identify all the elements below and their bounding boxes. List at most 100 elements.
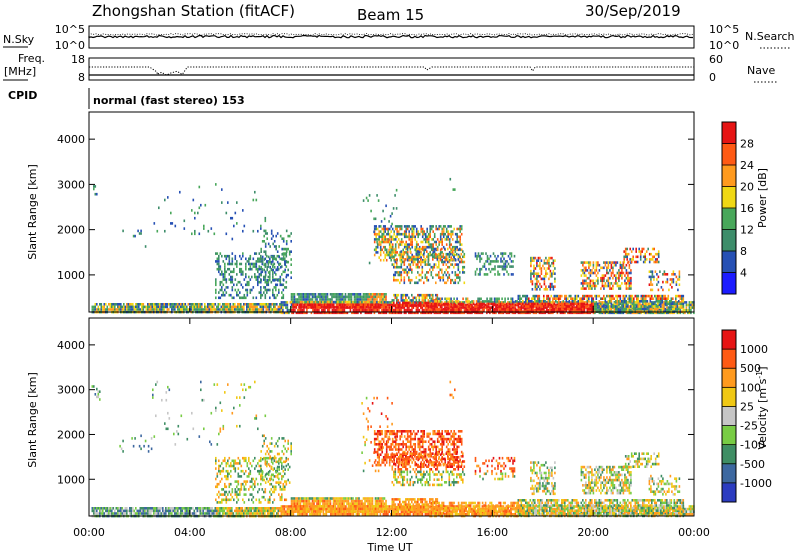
range-gate-cell bbox=[439, 268, 442, 272]
range-gate-cell bbox=[297, 311, 299, 315]
range-gate-cell bbox=[607, 279, 610, 283]
range-gate-cell bbox=[603, 307, 605, 311]
range-gate-cell bbox=[355, 311, 358, 315]
range-gate-cell bbox=[412, 258, 415, 261]
range-gate-cell bbox=[150, 305, 152, 309]
range-gate-cell bbox=[102, 507, 104, 510]
range-gate-cell bbox=[627, 297, 629, 300]
range-gate-cell bbox=[477, 306, 479, 309]
range-gate-cell bbox=[231, 262, 234, 266]
range-gate-cell bbox=[547, 300, 550, 303]
range-gate-cell bbox=[538, 303, 541, 307]
range-gate-cell bbox=[604, 308, 607, 312]
range-gate-cell bbox=[345, 303, 347, 307]
range-gate-cell bbox=[285, 273, 288, 277]
range-gate-cell bbox=[423, 260, 425, 264]
range-gate-cell bbox=[290, 250, 292, 253]
range-gate-cell bbox=[616, 284, 619, 288]
range-gate-cell bbox=[682, 302, 685, 306]
range-gate-cell bbox=[266, 266, 268, 269]
range-gate-cell bbox=[430, 253, 433, 257]
range-gate-cell bbox=[294, 308, 296, 312]
range-gate-cell bbox=[579, 297, 581, 300]
range-gate-cell bbox=[396, 227, 398, 231]
range-gate-cell bbox=[681, 297, 683, 300]
range-gate-cell bbox=[641, 247, 643, 251]
range-gate-cell bbox=[319, 298, 321, 301]
range-gate-cell bbox=[400, 306, 403, 309]
range-gate-cell bbox=[447, 271, 449, 274]
range-gate-cell bbox=[450, 300, 452, 303]
nsky-label: N.Sky bbox=[3, 33, 35, 46]
range-gate-cell bbox=[229, 305, 232, 309]
range-gate-cell bbox=[352, 293, 354, 296]
range-gate-cell bbox=[362, 298, 365, 301]
range-gate-cell bbox=[540, 272, 543, 275]
range-gate-cell bbox=[497, 270, 499, 274]
range-gate-cell bbox=[385, 238, 388, 241]
range-gate-cell bbox=[160, 507, 163, 510]
range-gate-cell bbox=[225, 305, 227, 309]
range-gate-cell bbox=[537, 256, 540, 260]
range-gate-cell bbox=[504, 265, 507, 268]
range-gate-cell bbox=[245, 288, 247, 292]
range-gate-cell bbox=[415, 240, 418, 244]
range-gate-cell bbox=[374, 217, 377, 221]
range-gate-cell bbox=[234, 278, 237, 281]
range-gate-cell bbox=[642, 247, 645, 251]
range-gate-cell bbox=[94, 308, 97, 311]
range-gate-cell bbox=[430, 248, 433, 252]
range-gate-cell bbox=[177, 512, 179, 515]
range-gate-cell bbox=[275, 258, 277, 261]
range-gate-cell bbox=[651, 297, 653, 300]
range-gate-cell bbox=[248, 283, 250, 287]
range-gate-cell bbox=[667, 297, 670, 300]
range-gate-cell bbox=[300, 311, 302, 315]
range-gate-cell bbox=[619, 308, 622, 312]
range-gate-cell bbox=[591, 279, 593, 283]
range-gate-cell bbox=[141, 512, 143, 515]
range-gate-cell bbox=[645, 250, 648, 253]
range-gate-cell bbox=[582, 287, 584, 290]
range-gate-cell bbox=[588, 287, 590, 290]
range-gate-cell bbox=[435, 293, 437, 297]
range-gate-cell bbox=[200, 203, 202, 207]
range-gate-cell bbox=[556, 305, 559, 308]
range-gate-cell bbox=[588, 266, 590, 270]
range-gate-cell bbox=[399, 243, 401, 246]
range-gate-cell bbox=[430, 302, 433, 306]
range-gate-cell bbox=[519, 302, 521, 306]
range-gate-cell bbox=[505, 305, 508, 308]
range-gate-cell bbox=[452, 188, 455, 191]
range-gate-cell bbox=[382, 293, 384, 296]
range-gate-cell bbox=[242, 270, 244, 274]
range-gate-cell bbox=[405, 245, 407, 249]
range-gate-cell bbox=[381, 308, 383, 312]
range-gate-cell bbox=[586, 269, 589, 272]
range-gate-cell bbox=[256, 308, 259, 311]
range-gate-cell bbox=[396, 306, 398, 309]
range-gate-cell bbox=[195, 303, 197, 306]
range-gate-cell bbox=[272, 268, 274, 272]
range-gate-cell bbox=[589, 307, 592, 311]
range-gate-cell bbox=[343, 298, 345, 301]
range-gate-cell bbox=[589, 263, 592, 267]
range-gate-cell bbox=[396, 251, 398, 254]
range-gate-cell bbox=[280, 311, 283, 315]
range-gate-cell bbox=[459, 255, 461, 259]
range-gate-cell bbox=[184, 308, 187, 311]
range-gate-cell bbox=[129, 305, 131, 309]
range-gate-cell bbox=[465, 303, 467, 307]
range-gate-cell bbox=[495, 303, 497, 307]
range-gate-cell bbox=[454, 240, 457, 244]
range-gate-cell bbox=[618, 279, 620, 283]
range-gate-cell bbox=[676, 294, 679, 298]
range-gate-cell bbox=[526, 308, 529, 312]
range-gate-cell bbox=[147, 305, 149, 309]
range-gate-cell bbox=[447, 225, 449, 228]
range-gate-cell bbox=[272, 257, 274, 261]
range-gate-cell bbox=[373, 298, 375, 301]
range-gate-cell bbox=[656, 273, 658, 276]
range-gate-cell bbox=[93, 512, 95, 515]
range-gate-cell bbox=[506, 265, 508, 268]
